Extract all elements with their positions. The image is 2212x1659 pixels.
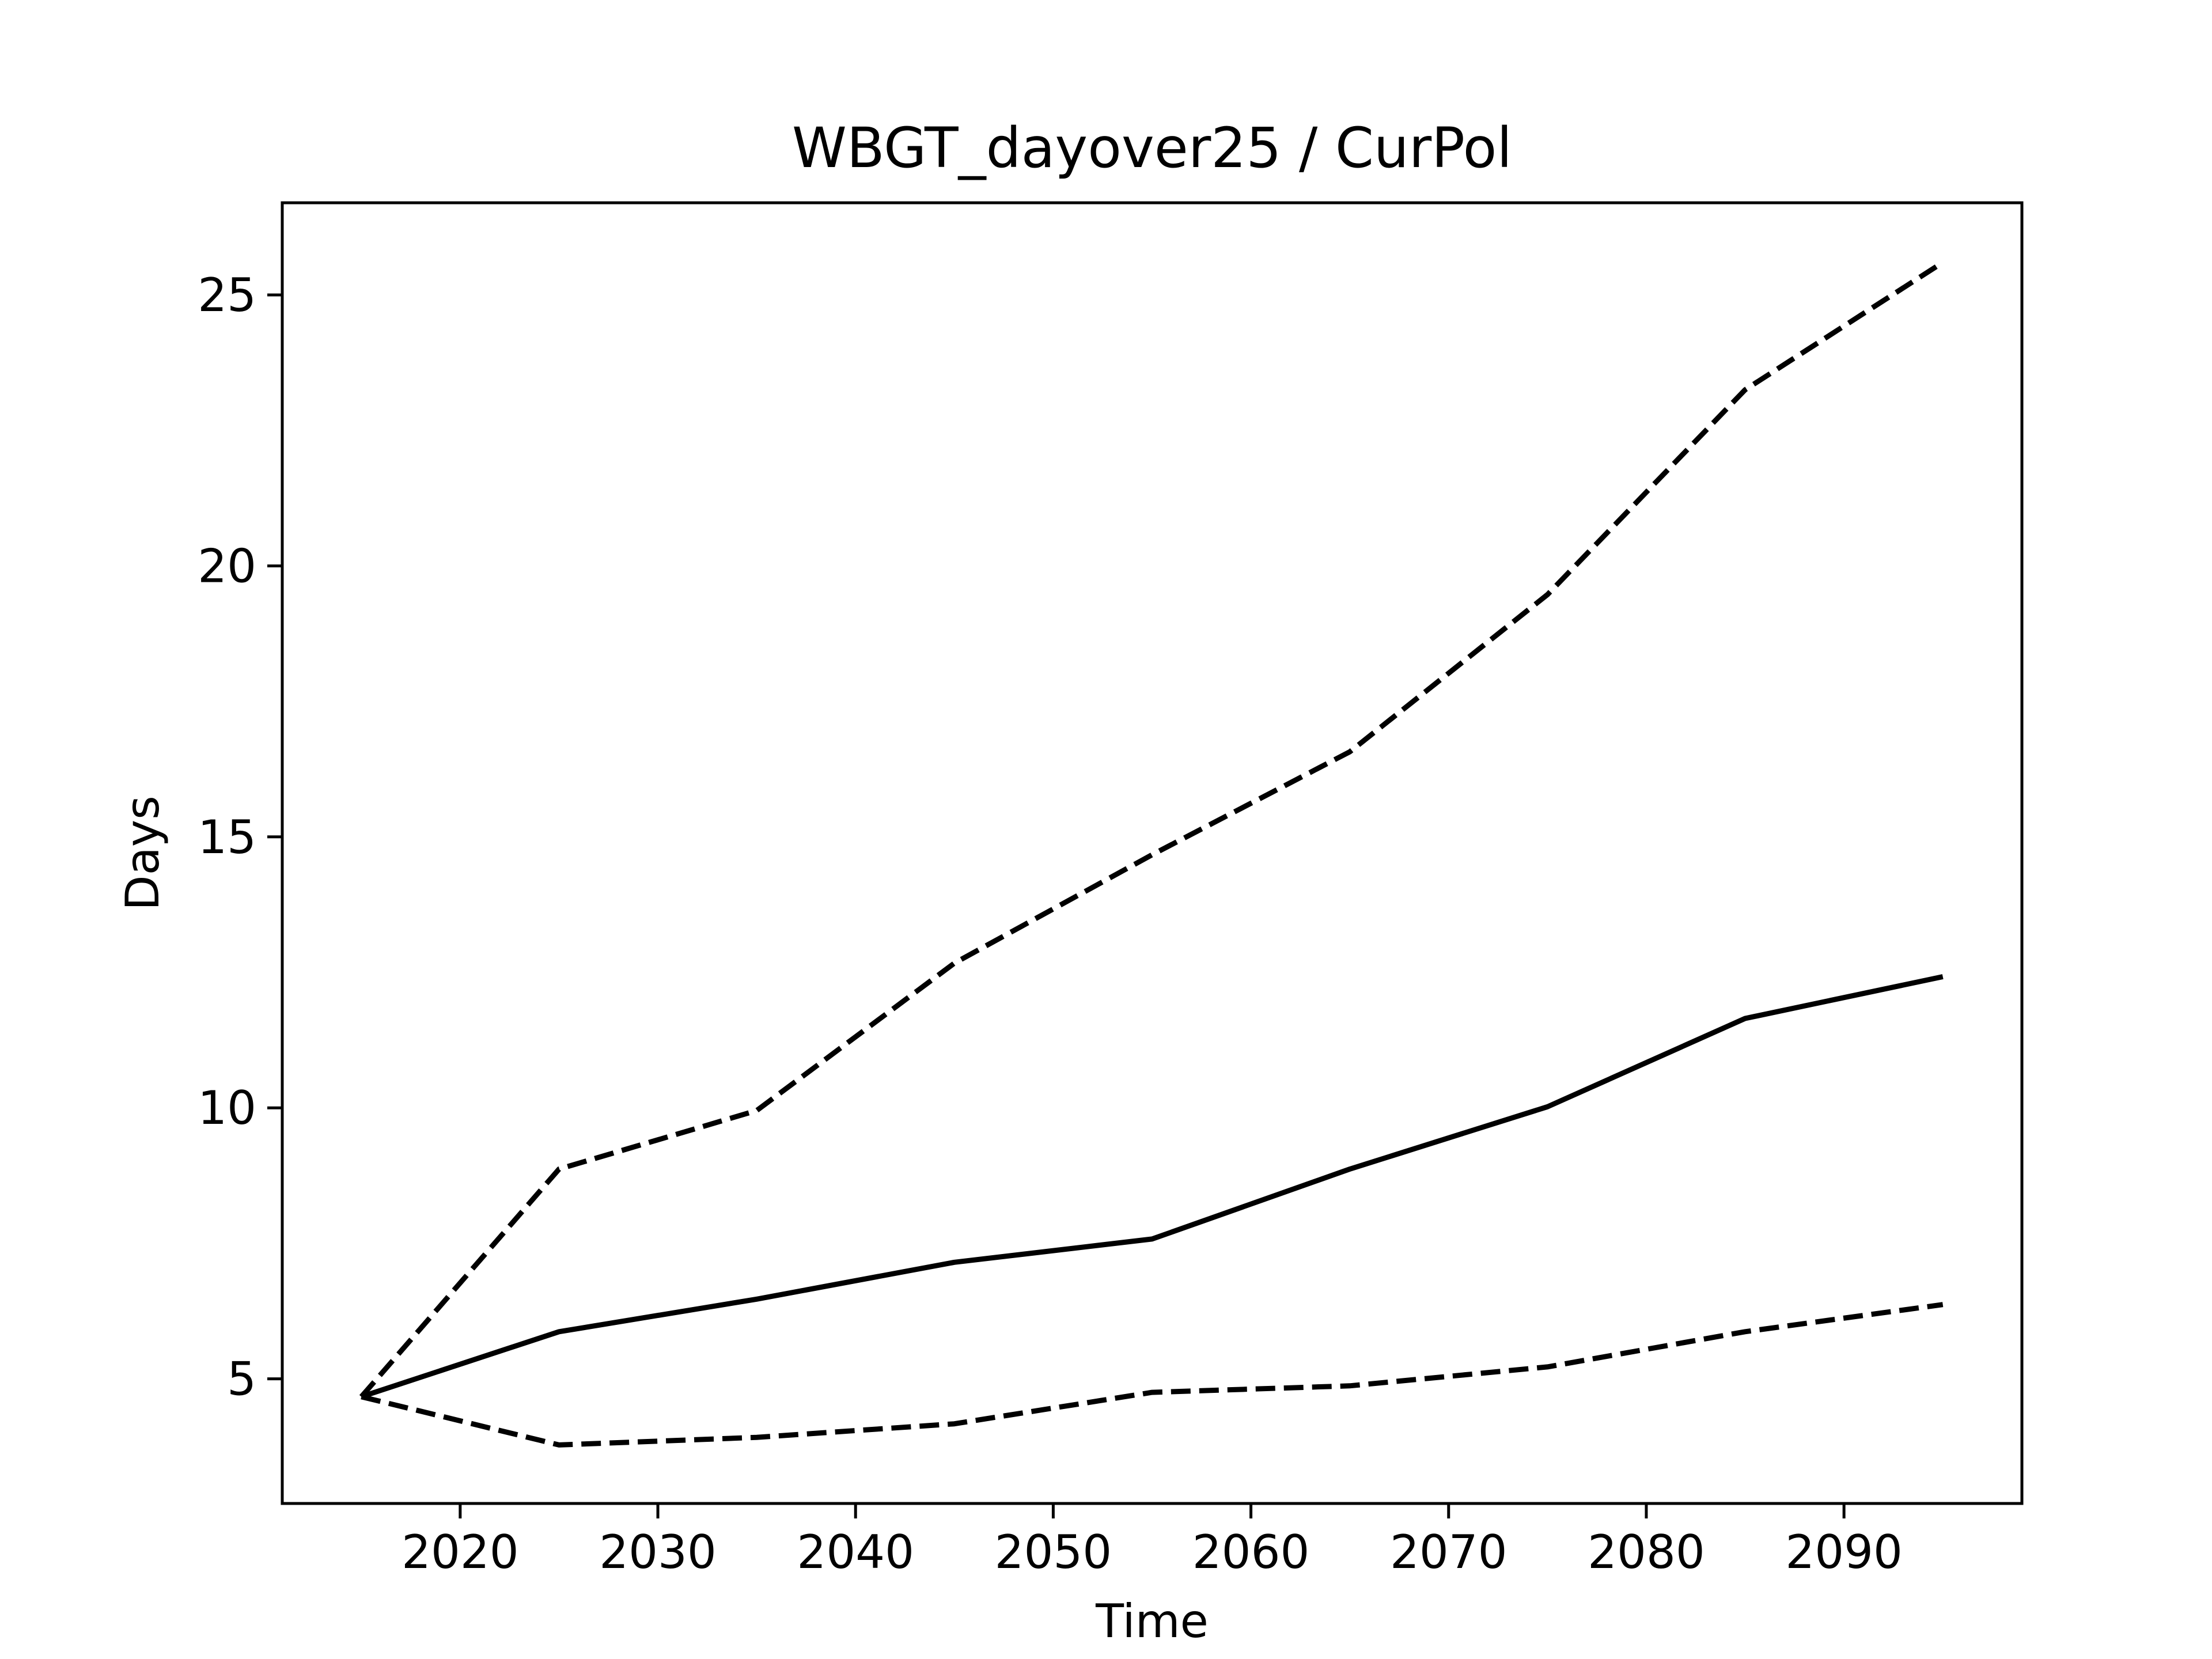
x-tick-label: 2070 — [1390, 1525, 1508, 1579]
series-line-1-solid — [360, 974, 1944, 1399]
y-axis-ticks: 5 10 15 20 25 — [198, 268, 282, 1406]
x-tick-label: 2060 — [1192, 1525, 1310, 1579]
x-tick-label: 2050 — [995, 1525, 1112, 1579]
series-line-2-dashed — [359, 260, 1945, 1399]
y-tick-label: 15 — [198, 810, 256, 864]
y-tick-label: 10 — [198, 1081, 256, 1135]
plot-frame — [281, 201, 2024, 1505]
x-tick-label: 2020 — [402, 1525, 519, 1579]
series-layer — [359, 260, 1945, 1448]
series-line-3-dashed — [361, 1302, 1944, 1448]
x-axis-ticks: 2020 2030 2040 2050 2060 2070 2080 2090 — [402, 1503, 1903, 1579]
y-tick-label: 25 — [198, 268, 256, 322]
x-tick-label: 2080 — [1588, 1525, 1705, 1579]
chart-title: WBGT_dayover25 / CurPol — [792, 116, 1512, 180]
x-tick-label: 2040 — [797, 1525, 914, 1579]
x-tick-label: 2090 — [1785, 1525, 1903, 1579]
y-tick-label: 5 — [227, 1353, 256, 1406]
x-axis-title: Time — [1095, 1594, 1209, 1648]
y-axis-title: Days — [116, 796, 169, 911]
x-tick-label: 2030 — [599, 1525, 717, 1579]
y-tick-label: 20 — [198, 539, 256, 593]
